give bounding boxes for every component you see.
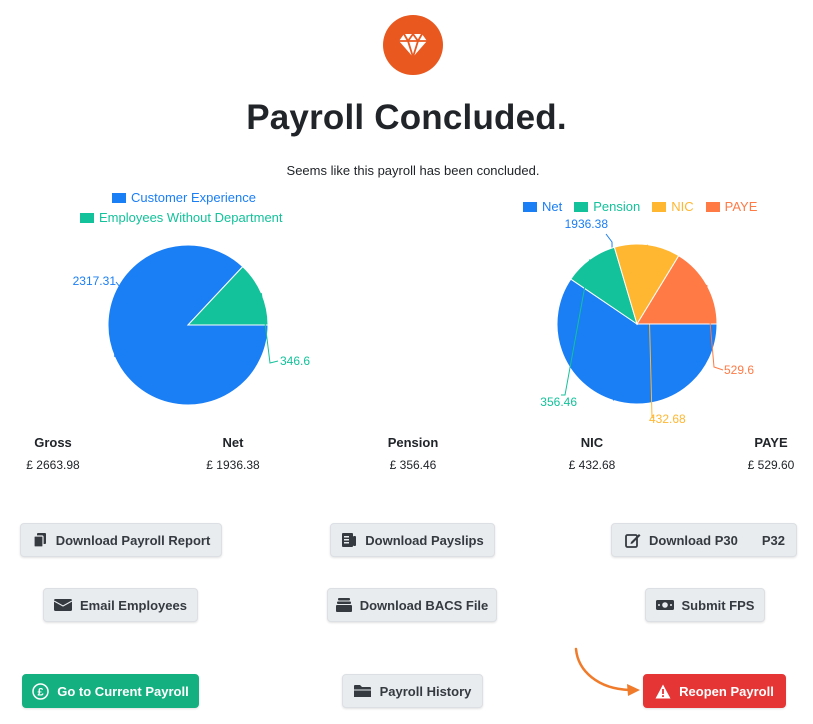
pie-data-label: 2317.31 xyxy=(73,274,117,288)
stat-value: £ 356.46 xyxy=(389,458,437,472)
stat-paye: PAYE £ 529.60 xyxy=(726,435,813,472)
page-subtitle: Seems like this payroll has been conclud… xyxy=(286,163,540,178)
stat-nic: NIC £ 432.68 xyxy=(547,435,637,472)
pie-data-label: 346.6 xyxy=(280,354,310,368)
envelope-icon xyxy=(54,599,73,611)
svg-text:£: £ xyxy=(38,686,44,698)
warning-icon xyxy=(655,684,671,698)
stat-gross: Gross £ 2663.98 xyxy=(8,435,98,472)
legend-swatch xyxy=(523,201,537,212)
button-label: Download BACS File xyxy=(359,597,489,613)
button-label: Email Employees xyxy=(80,597,187,613)
legend-swatch xyxy=(652,201,667,212)
stat-label: Gross xyxy=(34,435,72,450)
net-breakdown-pie-chart: 1936.38 356.46 432.68 529.6 xyxy=(540,217,754,426)
legend-item-customer-experience[interactable]: Customer Experience xyxy=(112,190,256,205)
stat-label: Net xyxy=(222,435,244,450)
legend-label: Customer Experience xyxy=(131,190,256,205)
download-bacs-file-button[interactable]: Download BACS File xyxy=(327,588,497,622)
legend-item-nic[interactable]: NIC xyxy=(652,199,694,214)
legend-label: PAYE xyxy=(724,199,758,214)
button-label: Submit FPS xyxy=(681,597,755,613)
copy-icon xyxy=(33,533,46,548)
stat-label: Pension xyxy=(387,435,439,450)
legend-label: Pension xyxy=(593,199,641,214)
stat-net: Net £ 1936.38 xyxy=(188,435,278,472)
net-breakdown-legend: Net Pension NIC PAYE xyxy=(523,199,757,214)
pie-label-line xyxy=(561,259,591,396)
receipt-icon xyxy=(342,533,357,547)
pie-label-line xyxy=(646,244,655,419)
p32-button[interactable]: P32 xyxy=(761,532,785,548)
stat-value: £ 529.60 xyxy=(747,458,795,472)
legend-item-paye[interactable]: PAYE xyxy=(705,199,758,214)
legend-item-pension[interactable]: Pension xyxy=(574,199,640,214)
legend-swatch xyxy=(574,201,589,212)
download-p30-button[interactable]: Download P30 xyxy=(611,532,738,548)
button-label: Reopen Payroll xyxy=(679,683,774,699)
stat-pension: Pension £ 356.46 xyxy=(368,435,458,472)
reopen-payroll-button[interactable]: Reopen Payroll xyxy=(643,674,786,708)
button-label: Download Payslips xyxy=(365,532,484,548)
pie-label-line xyxy=(706,284,724,371)
email-employees-button[interactable]: Email Employees xyxy=(43,588,198,622)
pie-data-label: 432.68 xyxy=(649,412,686,426)
stat-value: £ 2663.98 xyxy=(26,458,80,472)
pound-circle-icon: £ xyxy=(32,682,50,700)
button-label: Payroll History xyxy=(379,683,472,699)
archive-icon xyxy=(335,598,352,612)
page-title: Payroll Concluded. xyxy=(246,98,567,137)
stat-label: NIC xyxy=(580,435,604,450)
button-label: Download Payroll Report xyxy=(55,532,211,548)
pie-label-line xyxy=(260,293,279,364)
folder-open-icon xyxy=(353,685,372,697)
legend-item-net[interactable]: Net xyxy=(523,199,562,214)
legend-label: Employees Without Department xyxy=(99,210,283,225)
legend-swatch xyxy=(705,201,720,212)
logo-badge xyxy=(383,15,443,75)
legend-label: NIC xyxy=(671,199,694,214)
diamond-icon xyxy=(399,32,427,58)
legend-item-employees-without-department[interactable]: Employees Without Department xyxy=(80,210,283,225)
edit-icon xyxy=(625,534,641,548)
pie-label-line xyxy=(114,281,121,357)
pie-label-line xyxy=(605,233,615,401)
pie-data-label: 529.6 xyxy=(724,363,754,377)
pie-data-label: 1936.38 xyxy=(565,217,609,231)
stat-label: PAYE xyxy=(754,435,788,450)
go-to-current-payroll-button[interactable]: £ Go to Current Payroll xyxy=(22,674,199,708)
button-label: Download P30 xyxy=(649,532,738,548)
legend-label: Net xyxy=(542,199,563,214)
download-payslips-button[interactable]: Download Payslips xyxy=(330,523,495,557)
stat-value: £ 1936.38 xyxy=(206,458,260,472)
download-p30-button-group: Download P30 P32 xyxy=(611,523,797,557)
legend-swatch xyxy=(112,192,126,203)
legend-swatch xyxy=(80,212,94,223)
stat-value: £ 432.68 xyxy=(568,458,616,472)
button-label: Go to Current Payroll xyxy=(57,683,189,699)
hint-arrow-icon xyxy=(574,647,640,696)
submit-fps-button[interactable]: Submit FPS xyxy=(645,588,765,622)
pie-data-label: 356.46 xyxy=(540,395,577,409)
payroll-history-button[interactable]: Payroll History xyxy=(342,674,483,708)
money-icon xyxy=(655,600,674,610)
department-pie-chart: 2317.31 346.6 xyxy=(73,244,310,406)
download-payroll-report-button[interactable]: Download Payroll Report xyxy=(20,523,222,557)
